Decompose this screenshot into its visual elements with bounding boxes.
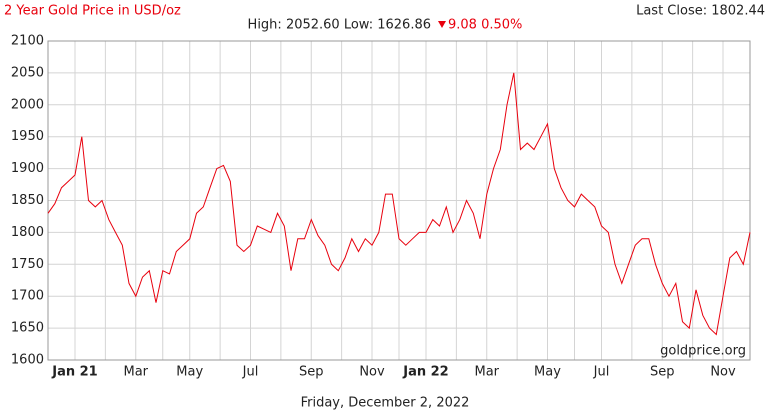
change: 9.08 0.50%: [448, 18, 522, 33]
last-close: Last Close: 1802.44: [636, 4, 765, 19]
x-tick-label: Jan 22: [402, 365, 448, 380]
y-tick-label: 1650: [11, 321, 44, 336]
x-tick-label: Jul: [242, 365, 259, 380]
x-tick-label: May: [176, 365, 203, 380]
y-tick-label: 1800: [11, 225, 44, 240]
y-tick-label: 1600: [11, 353, 44, 368]
chart-title: 2 Year Gold Price in USD/oz: [4, 4, 181, 19]
down-arrow: [438, 21, 446, 28]
y-tick-label: 1850: [11, 193, 44, 208]
price-line: [47, 72, 751, 336]
watermark: goldprice.org: [660, 344, 746, 359]
y-tick-label: 1900: [11, 161, 44, 176]
y-tick-label: 2050: [11, 65, 44, 80]
x-tick-label: Mar: [474, 365, 499, 380]
y-tick-label: 1750: [11, 257, 44, 272]
x-tick-label: Nov: [359, 365, 385, 380]
x-tick-label: Sep: [299, 365, 324, 380]
x-tick-label: Jul: [593, 365, 610, 380]
x-tick-label: Mar: [123, 365, 148, 380]
plot-border: [47, 40, 751, 361]
x-tick-label: Jan 21: [51, 365, 97, 380]
x-tick-label: Nov: [710, 365, 736, 380]
subtitle: High: 2052.60 Low: 1626.86: [248, 18, 431, 33]
y-tick-label: 2100: [11, 34, 44, 49]
x-tick-label: Sep: [650, 365, 675, 380]
y-tick-label: 1700: [11, 289, 44, 304]
x-axis-label: Friday, December 2, 2022: [301, 396, 470, 410]
y-tick-label: 2000: [11, 97, 44, 112]
x-tick-label: May: [534, 365, 561, 380]
y-tick-label: 1950: [11, 129, 44, 144]
